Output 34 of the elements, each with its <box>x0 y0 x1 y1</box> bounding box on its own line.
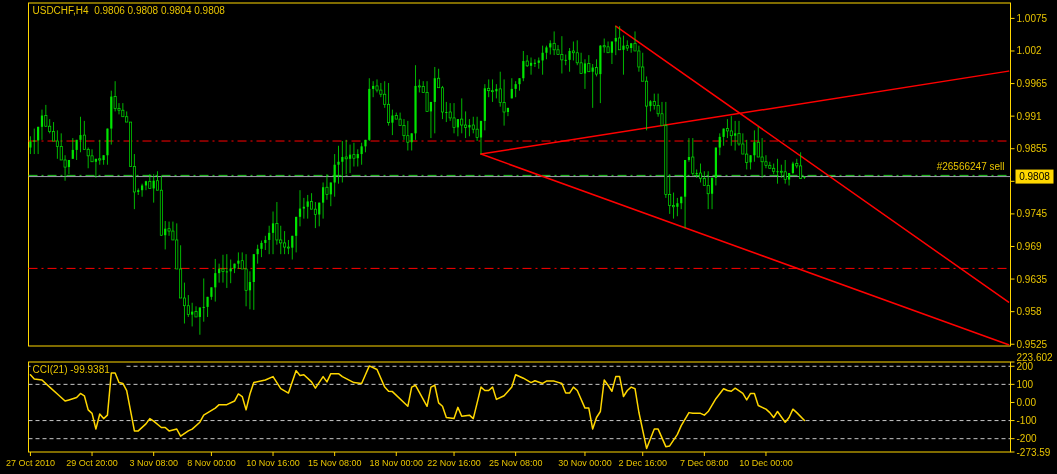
x-tick-label: 10 Dec 00:00 <box>739 458 793 468</box>
y-tick-label: -200 <box>1016 433 1037 445</box>
x-tick-label: 10 Nov 16:00 <box>246 458 300 468</box>
x-tick-label: 29 Oct 20:00 <box>66 458 118 468</box>
y-tick-label: -100 <box>1016 415 1037 427</box>
y-tick-label: 0.958 <box>1016 306 1042 318</box>
ref-line-label: #26566247 sell <box>936 161 1005 173</box>
y-tick-label: 223.602 <box>1016 351 1054 363</box>
x-tick-label: 25 Nov 08:00 <box>488 458 543 468</box>
x-tick-label: 15 Nov 08:00 <box>307 458 362 468</box>
y-tick-label: 0.991 <box>1016 110 1042 122</box>
y-tick-label: 1.002 <box>1016 45 1042 57</box>
y-tick-label: 0.9855 <box>1016 143 1048 155</box>
x-tick-label: 30 Nov 00:00 <box>558 458 612 468</box>
x-tick-label: 7 Dec 08:00 <box>680 458 729 468</box>
x-tick-label: 3 Nov 08:00 <box>129 458 178 468</box>
y-tick-label: 0.9745 <box>1016 208 1048 220</box>
chart-title: USDCHF,H4 0.9806 0.9808 0.9804 0.9808 <box>32 5 226 16</box>
x-tick-label: 2 Dec 16:00 <box>618 458 667 468</box>
y-tick-label: 0.9635 <box>1016 273 1048 285</box>
y-tick-label: 0.9525 <box>1016 338 1048 350</box>
ref-line-label: 0.9808 <box>1019 171 1051 183</box>
y-tick-label: -273.59 <box>1016 446 1051 458</box>
y-tick-label: 200 <box>1016 360 1034 372</box>
x-tick-label: 22 Nov 16:00 <box>427 458 481 468</box>
x-tick-label: 8 Nov 00:00 <box>187 458 236 468</box>
y-tick-label: 0.00 <box>1016 396 1037 408</box>
y-tick-label: 0.969 <box>1016 240 1042 252</box>
y-tick-label: 100 <box>1016 378 1034 390</box>
x-tick-label: 27 Oct 2010 <box>5 458 55 468</box>
y-tick-label: 0.9965 <box>1016 78 1048 90</box>
y-tick-label: 1.0075 <box>1016 12 1048 24</box>
chart-title: CCI(21) -99.9381 <box>32 364 111 375</box>
x-tick-label: 18 Nov 00:00 <box>369 458 424 468</box>
